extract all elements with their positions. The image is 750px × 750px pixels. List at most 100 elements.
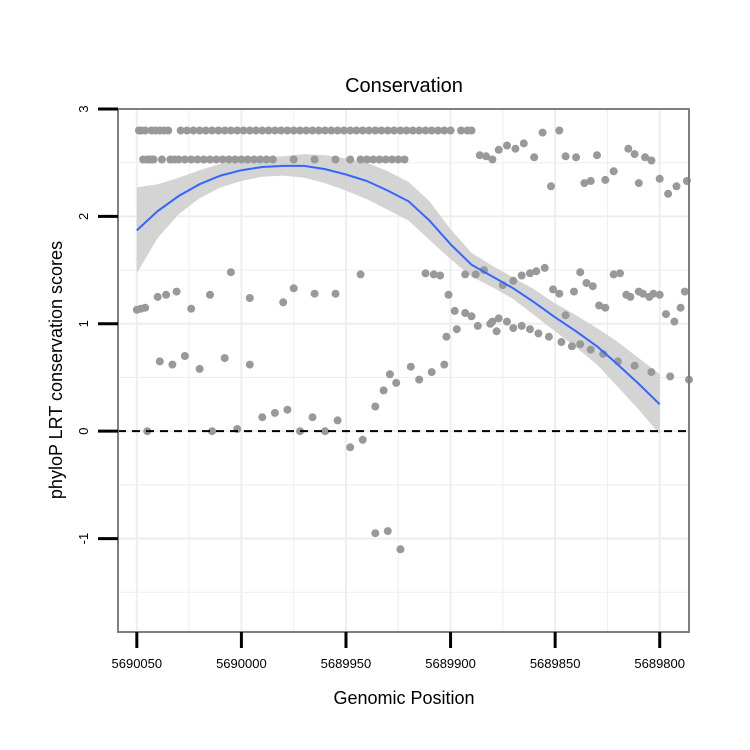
data-point <box>488 155 497 164</box>
data-point <box>494 314 503 323</box>
data-point <box>201 126 210 135</box>
data-point <box>180 352 189 360</box>
data-point <box>289 126 298 135</box>
data-point <box>356 270 365 279</box>
data-point <box>279 298 288 307</box>
data-point <box>576 340 585 349</box>
data-point <box>544 332 553 341</box>
y-tick-label: 0 <box>76 428 91 435</box>
data-point <box>519 139 528 148</box>
data-point <box>237 155 246 164</box>
data-point <box>346 155 355 164</box>
data-point <box>187 304 196 313</box>
data-point <box>503 141 511 150</box>
data-point <box>664 189 673 198</box>
data-point <box>390 126 399 135</box>
data-point <box>220 354 229 363</box>
data-point <box>467 312 476 321</box>
data-point <box>486 319 495 328</box>
data-point <box>457 126 465 135</box>
data-point <box>218 155 227 164</box>
data-point <box>149 155 158 164</box>
data-point <box>385 370 394 379</box>
data-point <box>549 285 557 294</box>
data-point <box>461 270 470 279</box>
data-point <box>582 279 591 287</box>
data-point <box>630 150 639 159</box>
data-point <box>375 155 384 164</box>
data-point <box>534 329 543 338</box>
data-point <box>427 126 436 135</box>
data-point <box>243 155 252 164</box>
data-point <box>308 126 317 135</box>
data-point <box>308 413 317 422</box>
data-point <box>588 282 597 291</box>
data-point <box>580 179 589 188</box>
x-tick-label: 5689900 <box>425 656 476 671</box>
data-point <box>245 294 254 302</box>
data-point <box>206 290 214 299</box>
data-point <box>402 126 411 135</box>
data-point <box>576 268 585 277</box>
data-point <box>155 357 164 366</box>
data-point <box>655 174 664 183</box>
data-point <box>296 126 304 135</box>
data-point <box>599 349 608 358</box>
data-point <box>555 289 564 298</box>
data-point <box>503 317 511 326</box>
x-tick-label: 5689800 <box>634 656 685 671</box>
data-point <box>624 144 633 153</box>
data-point <box>672 182 681 191</box>
data-point <box>379 386 388 395</box>
data-point <box>371 529 380 538</box>
data-point <box>383 527 392 536</box>
data-point <box>189 126 198 135</box>
data-point <box>331 289 340 298</box>
x-tick-label: 5689950 <box>321 656 372 671</box>
data-point <box>331 155 340 164</box>
data-point <box>473 321 482 330</box>
data-point <box>212 155 221 164</box>
data-point <box>310 155 319 164</box>
data-point <box>436 271 445 280</box>
data-point <box>208 427 217 436</box>
data-point <box>444 290 453 299</box>
data-point <box>434 126 442 135</box>
data-point <box>555 126 564 135</box>
data-point <box>450 306 459 315</box>
data-point <box>408 126 417 135</box>
data-point <box>321 427 330 436</box>
data-point <box>567 342 576 351</box>
data-point <box>277 126 286 135</box>
data-point <box>245 126 254 135</box>
data-point <box>467 126 476 135</box>
chart-title: Conservation <box>345 75 463 97</box>
data-point <box>371 126 380 135</box>
data-point <box>358 126 367 135</box>
data-point <box>626 292 635 301</box>
data-point <box>193 155 202 164</box>
data-point <box>369 155 378 164</box>
data-point <box>421 269 430 278</box>
data-point <box>362 155 371 164</box>
y-tick-label: 1 <box>76 320 91 327</box>
data-point <box>482 152 491 161</box>
data-point <box>168 360 177 369</box>
data-point <box>634 179 643 188</box>
data-point <box>153 292 162 301</box>
data-point <box>356 155 365 164</box>
data-point <box>400 155 409 164</box>
data-point <box>195 126 204 135</box>
data-point <box>239 126 248 135</box>
data-point <box>517 271 526 280</box>
data-point <box>208 126 217 135</box>
data-point <box>195 364 204 373</box>
data-point <box>231 155 240 164</box>
data-point <box>327 126 336 135</box>
data-point <box>224 155 233 164</box>
data-point <box>446 126 455 135</box>
data-point <box>557 338 566 346</box>
data-point <box>595 301 604 310</box>
y-tick-label: -1 <box>76 533 91 545</box>
data-point <box>655 290 664 299</box>
